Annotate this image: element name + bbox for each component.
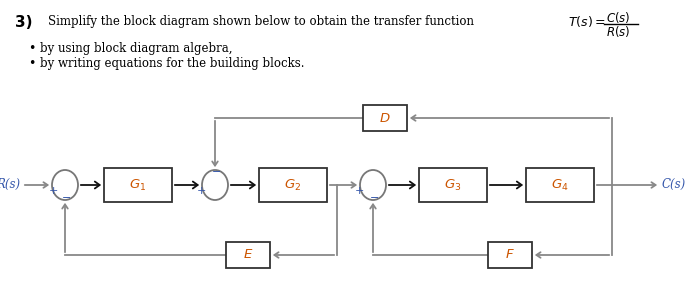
Text: $C(s)$: $C(s)$ [606, 10, 630, 25]
Text: by writing equations for the building blocks.: by writing equations for the building bl… [40, 57, 305, 70]
Bar [104, 168, 172, 202]
Text: Simplify the block diagram shown below to obtain the transfer function: Simplify the block diagram shown below t… [48, 15, 477, 28]
Text: $G_2$: $G_2$ [285, 178, 302, 193]
Text: $E$: $E$ [243, 248, 253, 261]
Text: 3): 3) [15, 15, 32, 30]
Bar [488, 242, 532, 268]
Text: •: • [28, 42, 35, 55]
Bar [419, 168, 487, 202]
Ellipse shape [202, 170, 228, 200]
Text: −: − [62, 193, 72, 203]
Text: $G_1$: $G_1$ [130, 178, 147, 193]
Bar [363, 105, 407, 131]
Text: $D$: $D$ [379, 112, 391, 124]
Text: $G_4$: $G_4$ [551, 178, 569, 193]
Text: by using block diagram algebra,: by using block diagram algebra, [40, 42, 232, 55]
Text: $T(s)=$: $T(s)=$ [568, 14, 606, 29]
Text: $R(s)$: $R(s)$ [606, 24, 630, 39]
Text: $F$: $F$ [505, 248, 515, 261]
Text: $G_3$: $G_3$ [444, 178, 462, 193]
Text: R(s): R(s) [0, 178, 20, 191]
Text: −: − [370, 193, 380, 203]
Text: C(s): C(s) [662, 178, 686, 191]
Bar [526, 168, 594, 202]
Text: +: + [196, 186, 206, 196]
Bar [226, 242, 270, 268]
Text: +: + [48, 186, 58, 196]
Ellipse shape [52, 170, 78, 200]
Ellipse shape [360, 170, 386, 200]
Text: −: − [212, 167, 222, 177]
Text: •: • [28, 57, 35, 70]
Bar [259, 168, 327, 202]
Text: +: + [354, 186, 364, 196]
